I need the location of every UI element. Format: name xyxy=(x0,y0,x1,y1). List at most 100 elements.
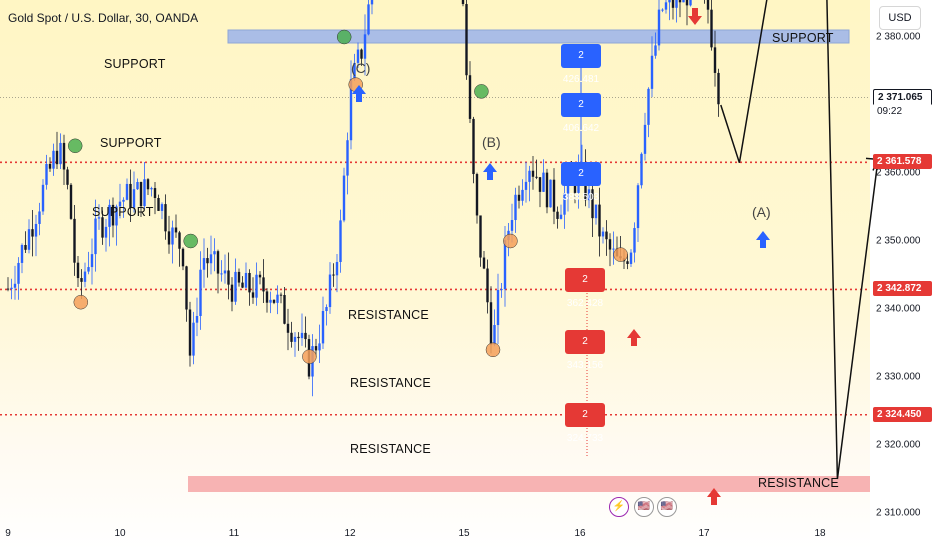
candle-up xyxy=(244,272,248,288)
candle-up xyxy=(594,204,598,219)
candle-up xyxy=(346,140,349,176)
candle-down xyxy=(6,288,10,290)
lightning-event-icon[interactable]: ⚡ xyxy=(609,497,629,517)
candle-down xyxy=(283,295,286,324)
candle-up xyxy=(90,254,94,268)
candle-up xyxy=(367,4,370,35)
candle-down xyxy=(535,176,538,178)
candle-down xyxy=(237,271,241,283)
target-price-box: 2 406.642 xyxy=(561,93,601,134)
us-flag-event-icon[interactable]: 🇺🇸 xyxy=(657,497,677,517)
swing-low-marker xyxy=(73,294,89,310)
candle-down xyxy=(710,9,713,48)
candle-down xyxy=(174,227,178,233)
candle-down xyxy=(517,194,521,201)
y-axis-tick: 2 350.000 xyxy=(876,235,921,247)
candle-up xyxy=(125,183,129,200)
resistance-label: RESISTANCE xyxy=(758,476,839,490)
x-axis-tick: 11 xyxy=(228,528,240,539)
candle-up xyxy=(335,261,339,276)
candle-down xyxy=(62,142,66,170)
candle-up xyxy=(503,240,507,290)
candle-up xyxy=(255,274,258,298)
candle-down xyxy=(608,239,612,250)
candle-up xyxy=(563,193,566,215)
candle-up xyxy=(325,307,328,312)
candle-up xyxy=(363,34,367,59)
candle-up xyxy=(220,273,223,275)
up-arrow-icon xyxy=(627,329,641,346)
candle-down xyxy=(101,217,104,238)
candle-down xyxy=(545,172,549,208)
wave-label: (A) xyxy=(752,204,771,220)
candle-down xyxy=(241,282,244,288)
resistance-price-tag: 2 342.872 xyxy=(873,281,932,297)
candle-down xyxy=(227,270,230,285)
candle-up xyxy=(115,206,118,226)
down-arrow-icon xyxy=(688,8,702,25)
candle-down xyxy=(678,0,682,3)
candle-down xyxy=(360,49,363,59)
support-label: SUPPORT xyxy=(92,205,154,219)
swing-low-marker xyxy=(503,233,518,249)
candle-up xyxy=(38,211,41,224)
candle-up xyxy=(136,182,139,190)
candle-down xyxy=(461,0,465,5)
candle-up xyxy=(650,55,654,89)
candle-up xyxy=(657,9,661,46)
candle-up xyxy=(318,343,321,351)
candle-down xyxy=(185,266,188,310)
y-axis-tick: 2 380.000 xyxy=(876,31,921,43)
candle-down xyxy=(552,179,556,212)
candle-down xyxy=(69,184,73,219)
us-flag-event-icon[interactable]: 🇺🇸 xyxy=(634,497,654,517)
target-price-box: 2 388.503 xyxy=(561,162,601,203)
candle-up xyxy=(549,179,552,208)
candle-up xyxy=(500,289,503,291)
candle-up xyxy=(300,332,304,339)
candle-down xyxy=(80,278,83,282)
wave-label: (C) xyxy=(351,60,371,76)
candle-down xyxy=(153,188,157,198)
support-label: SUPPORT xyxy=(104,57,166,71)
candle-up xyxy=(83,271,87,282)
candle-down xyxy=(304,332,307,340)
candle-up xyxy=(13,283,17,288)
candle-down xyxy=(332,274,335,276)
candle-down xyxy=(486,268,489,303)
wave-label: (B) xyxy=(482,134,501,150)
candle-down xyxy=(73,218,76,263)
resistance-label: RESISTANCE xyxy=(350,442,431,456)
candle-up xyxy=(192,322,195,356)
candle-down xyxy=(181,248,185,267)
candle-down xyxy=(605,231,608,240)
candle-up xyxy=(629,252,633,264)
candle-down xyxy=(717,72,720,105)
candle-down xyxy=(164,204,167,232)
candle-down xyxy=(178,232,181,249)
candle-down xyxy=(531,170,535,177)
candle-up xyxy=(636,185,640,229)
target-price-box: 2 362.428 xyxy=(565,268,605,309)
candle-down xyxy=(55,150,59,165)
candle-down xyxy=(297,336,300,339)
resistance-price-tag: 2 361.578 xyxy=(873,154,932,170)
candle-down xyxy=(258,274,262,278)
candle-down xyxy=(598,204,601,237)
resistance-label: RESISTANCE xyxy=(350,376,431,390)
x-axis-tick: 15 xyxy=(458,528,470,539)
candle-down xyxy=(314,346,318,351)
x-axis-tick: 12 xyxy=(344,528,356,539)
candle-down xyxy=(251,292,255,298)
candle-down xyxy=(479,215,482,258)
candle-up xyxy=(59,142,62,165)
candle-up xyxy=(342,175,346,221)
candle-up xyxy=(542,172,545,192)
candle-up xyxy=(94,218,97,255)
candle-down xyxy=(24,244,27,250)
currency-button[interactable]: USD xyxy=(879,6,921,30)
candle-up xyxy=(10,287,13,289)
up-arrow-icon xyxy=(707,488,721,505)
